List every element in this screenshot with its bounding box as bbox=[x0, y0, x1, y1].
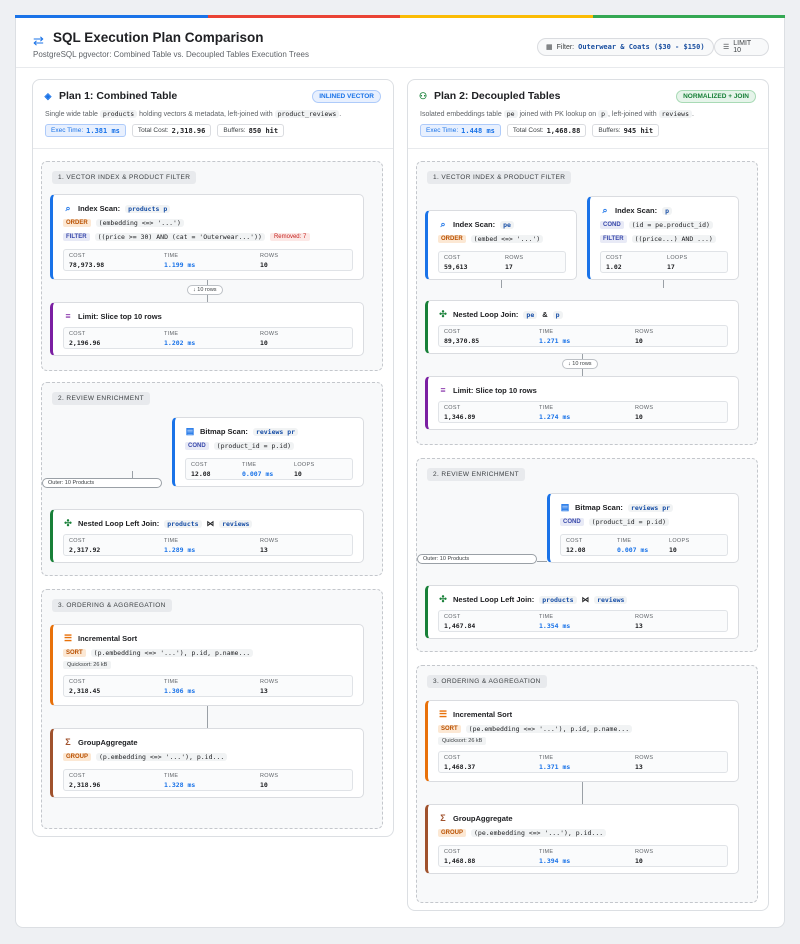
outer-products-label: Outer: 10 Products bbox=[417, 554, 537, 564]
filter-pill[interactable]: ▦ Filter: Outerwear & Coats ($30 - $150) bbox=[537, 38, 714, 56]
plan2-index-scan-pe-node[interactable]: ⌕ Index Scan: pe ORDER (embed <=> '...') CO… bbox=[425, 210, 577, 280]
plan2-bitmap-scan-node[interactable]: ▤ Bitmap Scan: reviews pr COND (product_id … bbox=[547, 493, 739, 563]
plan1-nested-loop-node[interactable]: ✣ Nested Loop Left Join: products ⋈ reviews … bbox=[50, 509, 364, 563]
plan2-index-scan-p-node[interactable]: ⌕ Index Scan: p COND (id = pe.product_id) F… bbox=[587, 196, 739, 280]
exec-time-metric: Exec Time: 1.381 ms bbox=[45, 124, 126, 137]
total-cost-metric: Total Cost: 2,318.96 bbox=[131, 124, 212, 137]
plan2-section-ordering: 3. ORDERING & AGGREGATION ☰ Incremental S… bbox=[416, 665, 758, 903]
buffers-metric: Buffers: 850 hit bbox=[217, 124, 285, 137]
outer-products-label: Outer: 10 Products bbox=[42, 478, 162, 488]
exec-time-metric: Exec Time: 1.448 ms bbox=[420, 124, 501, 137]
plan1-badge: INLINED VECTOR bbox=[312, 90, 381, 103]
plan1-bitmap-scan-node[interactable]: ▤ Bitmap Scan: reviews pr COND (product_id … bbox=[172, 417, 364, 487]
plan1-column: ◈ Plan 1: Combined Table INLINED VECTOR S… bbox=[32, 79, 394, 837]
join-icon: ✣ bbox=[439, 309, 447, 319]
limit-pill[interactable]: ☰ LIMIT 10 bbox=[714, 38, 769, 56]
section-label: 1. VECTOR INDEX & PRODUCT FILTER bbox=[52, 171, 197, 184]
join-icon: ✣ bbox=[439, 594, 447, 604]
compare-arrows-icon: ⇄ bbox=[33, 33, 44, 48]
plan1-section-ordering: 3. ORDERING & AGGREGATION ☰ Incremental S… bbox=[41, 589, 383, 829]
main-panel: ⇄ SQL Execution Plan Comparison PostgreS… bbox=[15, 18, 785, 928]
page-header: ⇄ SQL Execution Plan Comparison PostgreS… bbox=[31, 28, 769, 68]
list-icon: ☰ bbox=[723, 44, 730, 51]
rows-flow-pill: ↓ 10 rows bbox=[187, 285, 223, 295]
header-divider bbox=[16, 67, 784, 68]
plan2-section-vector-filter: 1. VECTOR INDEX & PRODUCT FILTER ⌕ Index … bbox=[416, 161, 758, 445]
plan1-description: Single wide table products holding vecto… bbox=[45, 110, 342, 118]
plan1-index-scan-node[interactable]: ⌕ Index Scan: products p ORDER (embedding <… bbox=[50, 194, 364, 280]
search-icon: ⌕ bbox=[65, 203, 71, 213]
page-title: SQL Execution Plan Comparison bbox=[53, 30, 264, 45]
plan1-limit-node[interactable]: ≡ Limit: Slice top 10 rows COST 2,196.96 T… bbox=[50, 302, 364, 356]
plan2-limit-node[interactable]: ≡ Limit: Slice top 10 rows COST 1,346.89 T… bbox=[425, 376, 739, 430]
rows-flow-pill: ↓ 10 rows bbox=[562, 359, 598, 369]
table-icon: ▦ bbox=[546, 44, 553, 51]
plan2-metrics: Exec Time: 1.448 ms Total Cost: 1,468.88 B… bbox=[420, 124, 660, 137]
plan1-metrics: Exec Time: 1.381 ms Total Cost: 2,318.96 B… bbox=[45, 124, 285, 137]
filter-lines-icon: ≡ bbox=[65, 311, 71, 321]
plan2-incremental-sort-node[interactable]: ☰ Incremental Sort SORT (pe.embedding <=> … bbox=[425, 700, 739, 782]
plan2-title: ⚇ Plan 2: Decoupled Tables bbox=[418, 90, 561, 102]
sigma-icon: Σ bbox=[440, 813, 446, 823]
plan1-title: ◈ Plan 1: Combined Table bbox=[44, 90, 178, 102]
plan2-nested-loop-node[interactable]: ✣ Nested Loop Join: pe & p COST 89,370.85 TIM… bbox=[425, 300, 739, 354]
layers-icon: ◈ bbox=[44, 90, 52, 101]
search-icon: ⌕ bbox=[440, 219, 446, 229]
search-icon: ⌕ bbox=[602, 205, 608, 215]
plan1-incremental-sort-node[interactable]: ☰ Incremental Sort SORT (p.embedding <=> '… bbox=[50, 624, 364, 706]
removed-badge: Removed: 7 bbox=[269, 233, 311, 241]
plan2-badge: NORMALIZED + JOIN bbox=[676, 90, 756, 103]
hierarchy-icon: ⚇ bbox=[418, 90, 428, 101]
plan2-description: Isolated embeddings table pe joined with… bbox=[420, 110, 694, 118]
sort-icon: ☰ bbox=[63, 633, 73, 643]
filter-lines-icon: ≡ bbox=[440, 385, 446, 395]
document-icon: ▤ bbox=[185, 426, 195, 436]
sort-icon: ☰ bbox=[438, 709, 448, 719]
plan2-group-aggregate-node[interactable]: Σ GroupAggregate GROUP (pe.embedding <=> '… bbox=[425, 804, 739, 874]
join-icon: ✣ bbox=[64, 518, 72, 528]
plan1-section-review: 2. REVIEW ENRICHMENT ▤ Bitmap Scan: review… bbox=[41, 382, 383, 576]
sigma-icon: Σ bbox=[65, 737, 71, 747]
plan1-section-vector-filter: 1. VECTOR INDEX & PRODUCT FILTER ⌕ Index … bbox=[41, 161, 383, 371]
brand-color-bar bbox=[15, 15, 785, 18]
buffers-metric: Buffers: 945 hit bbox=[592, 124, 660, 137]
plan2-column: ⚇ Plan 2: Decoupled Tables NORMALIZED + J… bbox=[407, 79, 769, 911]
document-icon: ▤ bbox=[560, 502, 570, 512]
total-cost-metric: Total Cost: 1,468.88 bbox=[506, 124, 587, 137]
page-subtitle: PostgreSQL pgvector: Combined Table vs. … bbox=[33, 50, 310, 59]
plan1-group-aggregate-node[interactable]: Σ GroupAggregate GROUP (p.embedding <=> '.… bbox=[50, 728, 364, 798]
plan2-section-review: 2. REVIEW ENRICHMENT ▤ Bitmap Scan: review… bbox=[416, 458, 758, 652]
plan2-nested-loop-left-node[interactable]: ✣ Nested Loop Left Join: products ⋈ reviews … bbox=[425, 585, 739, 639]
